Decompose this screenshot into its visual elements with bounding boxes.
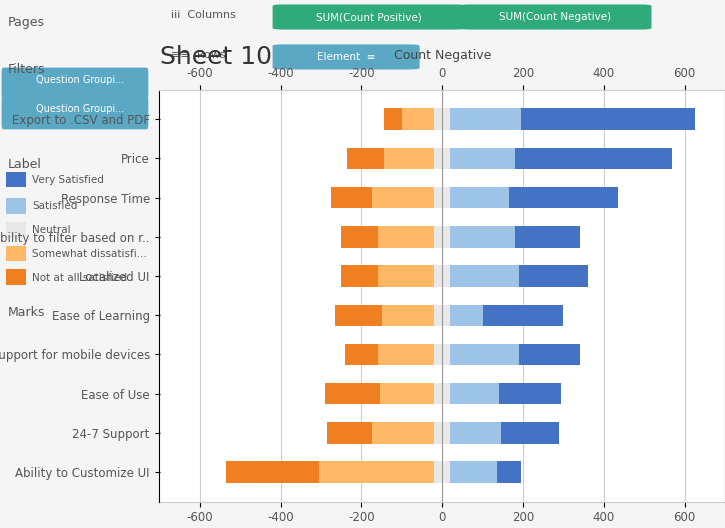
Bar [442,422,450,444]
Bar [335,305,381,326]
Bar [381,305,434,326]
FancyBboxPatch shape [459,4,652,30]
Text: Satisfied: Satisfied [32,202,78,211]
Bar [450,344,519,365]
Text: Pages: Pages [8,16,45,29]
Bar [497,461,521,483]
Bar [325,383,380,404]
X-axis label: Count Negative: Count Negative [394,49,491,62]
Bar [442,305,450,326]
Text: SUM(Count Negative): SUM(Count Negative) [500,12,611,22]
Bar [371,422,434,444]
Bar [521,108,695,130]
Text: ≡≡  Rows: ≡≡ Rows [171,51,225,60]
Bar [434,265,442,287]
Bar [450,305,483,326]
Bar [450,265,519,287]
Bar [434,226,442,248]
Bar [384,108,402,130]
Bar [442,461,450,483]
Bar [450,187,509,209]
Bar [450,108,521,130]
Bar [434,461,442,483]
FancyBboxPatch shape [273,44,420,70]
Text: Very Satisfied: Very Satisfied [32,175,104,185]
Bar [7,172,25,187]
Bar [434,108,442,130]
Text: Sheet 10: Sheet 10 [160,45,271,69]
FancyBboxPatch shape [1,68,149,100]
Bar [331,187,371,209]
Bar [519,344,579,365]
Bar [450,226,515,248]
Bar [378,265,434,287]
Bar [442,265,450,287]
Text: Somewhat dissatisfi...: Somewhat dissatisfi... [32,249,146,259]
Bar [434,187,442,209]
Bar [450,461,497,483]
Bar [341,265,378,287]
Bar [499,383,561,404]
Bar [402,108,434,130]
Bar [434,148,442,169]
Bar [434,344,442,365]
Bar [434,383,442,404]
Bar [450,148,515,169]
Text: iii  Columns: iii Columns [171,10,236,20]
Bar [378,344,434,365]
Bar [450,383,499,404]
Text: Question Groupi...: Question Groupi... [36,76,124,85]
FancyBboxPatch shape [1,97,149,129]
Bar [509,187,618,209]
Bar [442,344,450,365]
Bar [7,222,25,238]
Bar [384,148,434,169]
Bar [327,422,371,444]
Text: Filters: Filters [8,63,46,77]
Bar [483,305,563,326]
Bar [519,265,588,287]
Bar [347,148,384,169]
Bar [434,422,442,444]
Bar [442,383,450,404]
Bar [226,461,319,483]
Bar [378,226,434,248]
Bar [7,269,25,285]
Text: Element  ≡: Element ≡ [317,52,376,62]
Bar [442,108,450,130]
Bar [442,148,450,169]
Bar [319,461,434,483]
Bar [442,187,450,209]
Bar [7,198,25,214]
Text: Question Groupi...: Question Groupi... [36,105,124,114]
Text: Marks: Marks [8,306,46,319]
Bar [515,148,673,169]
Text: Not at all satisfied: Not at all satisfied [32,273,127,282]
Bar [7,246,25,261]
Text: Label: Label [8,158,42,172]
Bar [515,226,579,248]
Bar [501,422,560,444]
Text: SUM(Count Positive): SUM(Count Positive) [316,12,422,22]
Bar [380,383,434,404]
Bar [371,187,434,209]
Bar [442,226,450,248]
Text: Neutral: Neutral [32,225,70,235]
Bar [341,226,378,248]
FancyBboxPatch shape [273,4,465,30]
Bar [450,422,501,444]
Bar [434,305,442,326]
Bar [345,344,378,365]
